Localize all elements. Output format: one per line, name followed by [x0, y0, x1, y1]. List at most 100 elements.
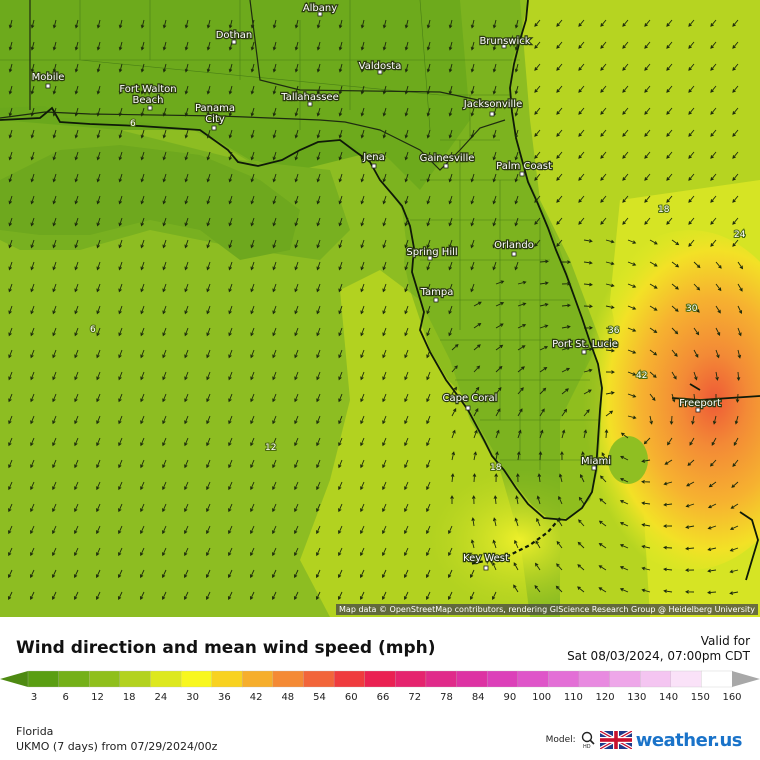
- city-label: Beach: [133, 95, 164, 106]
- wind-arrow: [641, 501, 651, 506]
- wind-arrow: [360, 85, 365, 95]
- wind-arrow: [583, 389, 592, 395]
- wind-arrow: [536, 517, 541, 527]
- wind-arrow: [577, 564, 585, 571]
- scale-box: [27, 670, 60, 688]
- brand-block[interactable]: Model: HD weather.us: [546, 728, 743, 752]
- wind-arrow: [539, 259, 549, 264]
- wind-arrow: [117, 591, 123, 601]
- wind-arrow: [688, 239, 695, 247]
- wind-arrow: [577, 586, 585, 593]
- wind-arrow: [140, 305, 145, 315]
- wind-arrow: [707, 525, 717, 530]
- wind-arrow: [534, 239, 541, 247]
- wind-arrow: [272, 107, 277, 117]
- wind-arrow: [184, 85, 189, 95]
- wind-arrow: [404, 151, 409, 161]
- wind-arrow: [426, 217, 431, 227]
- wind-arrow: [473, 386, 480, 395]
- wind-arrow: [583, 429, 588, 439]
- wind-arrow: [272, 415, 277, 425]
- wind-arrow: [689, 437, 695, 446]
- wind-arrow: [426, 41, 431, 51]
- city-label: Spring Hill: [406, 247, 457, 258]
- wind-arrow: [30, 525, 35, 535]
- wind-arrow: [294, 63, 299, 73]
- wind-arrow: [578, 217, 585, 225]
- wind-arrow: [74, 129, 79, 139]
- scale-tick-label: 84: [472, 692, 485, 702]
- wind-arrow: [627, 327, 637, 332]
- wind-arrow: [403, 569, 409, 579]
- wind-arrow: [426, 283, 431, 293]
- scale-ticks: 3 6 12 18 24 30 36 42 48 54 60 66 72 78 84 90 100 110 120 1…: [31, 692, 742, 702]
- wind-arrow: [338, 503, 343, 513]
- wind-arrow: [732, 63, 739, 71]
- wind-arrow: [404, 19, 409, 29]
- wind-arrow: [184, 195, 189, 205]
- wind-arrow: [473, 365, 481, 373]
- wind-arrow: [294, 283, 299, 293]
- wind-arrow: [451, 365, 458, 373]
- wind-arrow: [162, 63, 167, 73]
- wind-arrow: [316, 393, 321, 403]
- wind-arrow: [30, 437, 35, 447]
- wind-arrow: [426, 63, 431, 73]
- wind-arrow: [688, 41, 695, 49]
- wind-arrow: [404, 305, 409, 315]
- scale-box: [89, 670, 121, 688]
- wind-arrow: [732, 129, 739, 137]
- wind-arrow: [382, 525, 387, 535]
- wind-arrow: [556, 217, 563, 225]
- wind-arrow: [316, 283, 321, 293]
- wind-arrow: [561, 325, 571, 329]
- wind-arrow: [52, 107, 57, 117]
- wind-arrow: [184, 503, 189, 513]
- wind-arrow: [184, 371, 189, 381]
- wind-arrow: [447, 569, 453, 579]
- wind-arrow: [316, 481, 321, 491]
- wind-arrow: [534, 19, 541, 27]
- wind-arrow: [535, 540, 541, 549]
- wind-arrow: [162, 305, 167, 315]
- wind-arrow: [139, 569, 145, 579]
- wind-arrow: [52, 261, 57, 271]
- city-label: Dothan: [216, 30, 253, 41]
- wind-map[interactable]: 6 6 12 18 18 24 30 36 42 Albany Dothan B…: [0, 0, 760, 617]
- wind-arrow: [555, 585, 563, 593]
- wind-arrow: [620, 432, 629, 439]
- wind-arrow: [451, 451, 456, 461]
- wind-arrow: [426, 305, 431, 315]
- scale-box: [640, 670, 672, 688]
- wind-arrow: [30, 283, 35, 293]
- wind-arrow: [450, 473, 455, 483]
- wind-arrow: [206, 173, 211, 183]
- wind-arrow: [162, 525, 167, 535]
- wind-arrow: [8, 129, 13, 139]
- wind-arrow: [470, 85, 475, 95]
- wind-arrow: [250, 349, 255, 359]
- scale-tick-label: 140: [659, 692, 678, 702]
- wind-arrow: [118, 547, 123, 557]
- wind-arrow: [250, 481, 255, 491]
- wind-arrow: [737, 305, 743, 315]
- wind-arrow: [52, 503, 57, 513]
- wind-arrow: [161, 569, 167, 579]
- scale-box: [609, 670, 641, 688]
- wind-arrow: [52, 393, 57, 403]
- contour-label: 6: [90, 325, 96, 335]
- wind-arrow: [627, 393, 637, 398]
- svg-text:HD: HD: [583, 744, 591, 749]
- wind-arrow: [517, 345, 526, 351]
- wind-arrow: [162, 327, 167, 337]
- wind-arrow: [578, 173, 585, 181]
- wind-arrow: [360, 217, 365, 227]
- wind-arrow: [250, 85, 255, 95]
- wind-arrow: [338, 393, 343, 403]
- wind-arrow: [30, 459, 35, 469]
- wind-arrow: [732, 41, 739, 49]
- wind-arrow: [228, 393, 233, 403]
- wind-arrow: [206, 63, 211, 73]
- scale-tick-label: 150: [691, 692, 710, 702]
- wind-arrow: [272, 305, 277, 315]
